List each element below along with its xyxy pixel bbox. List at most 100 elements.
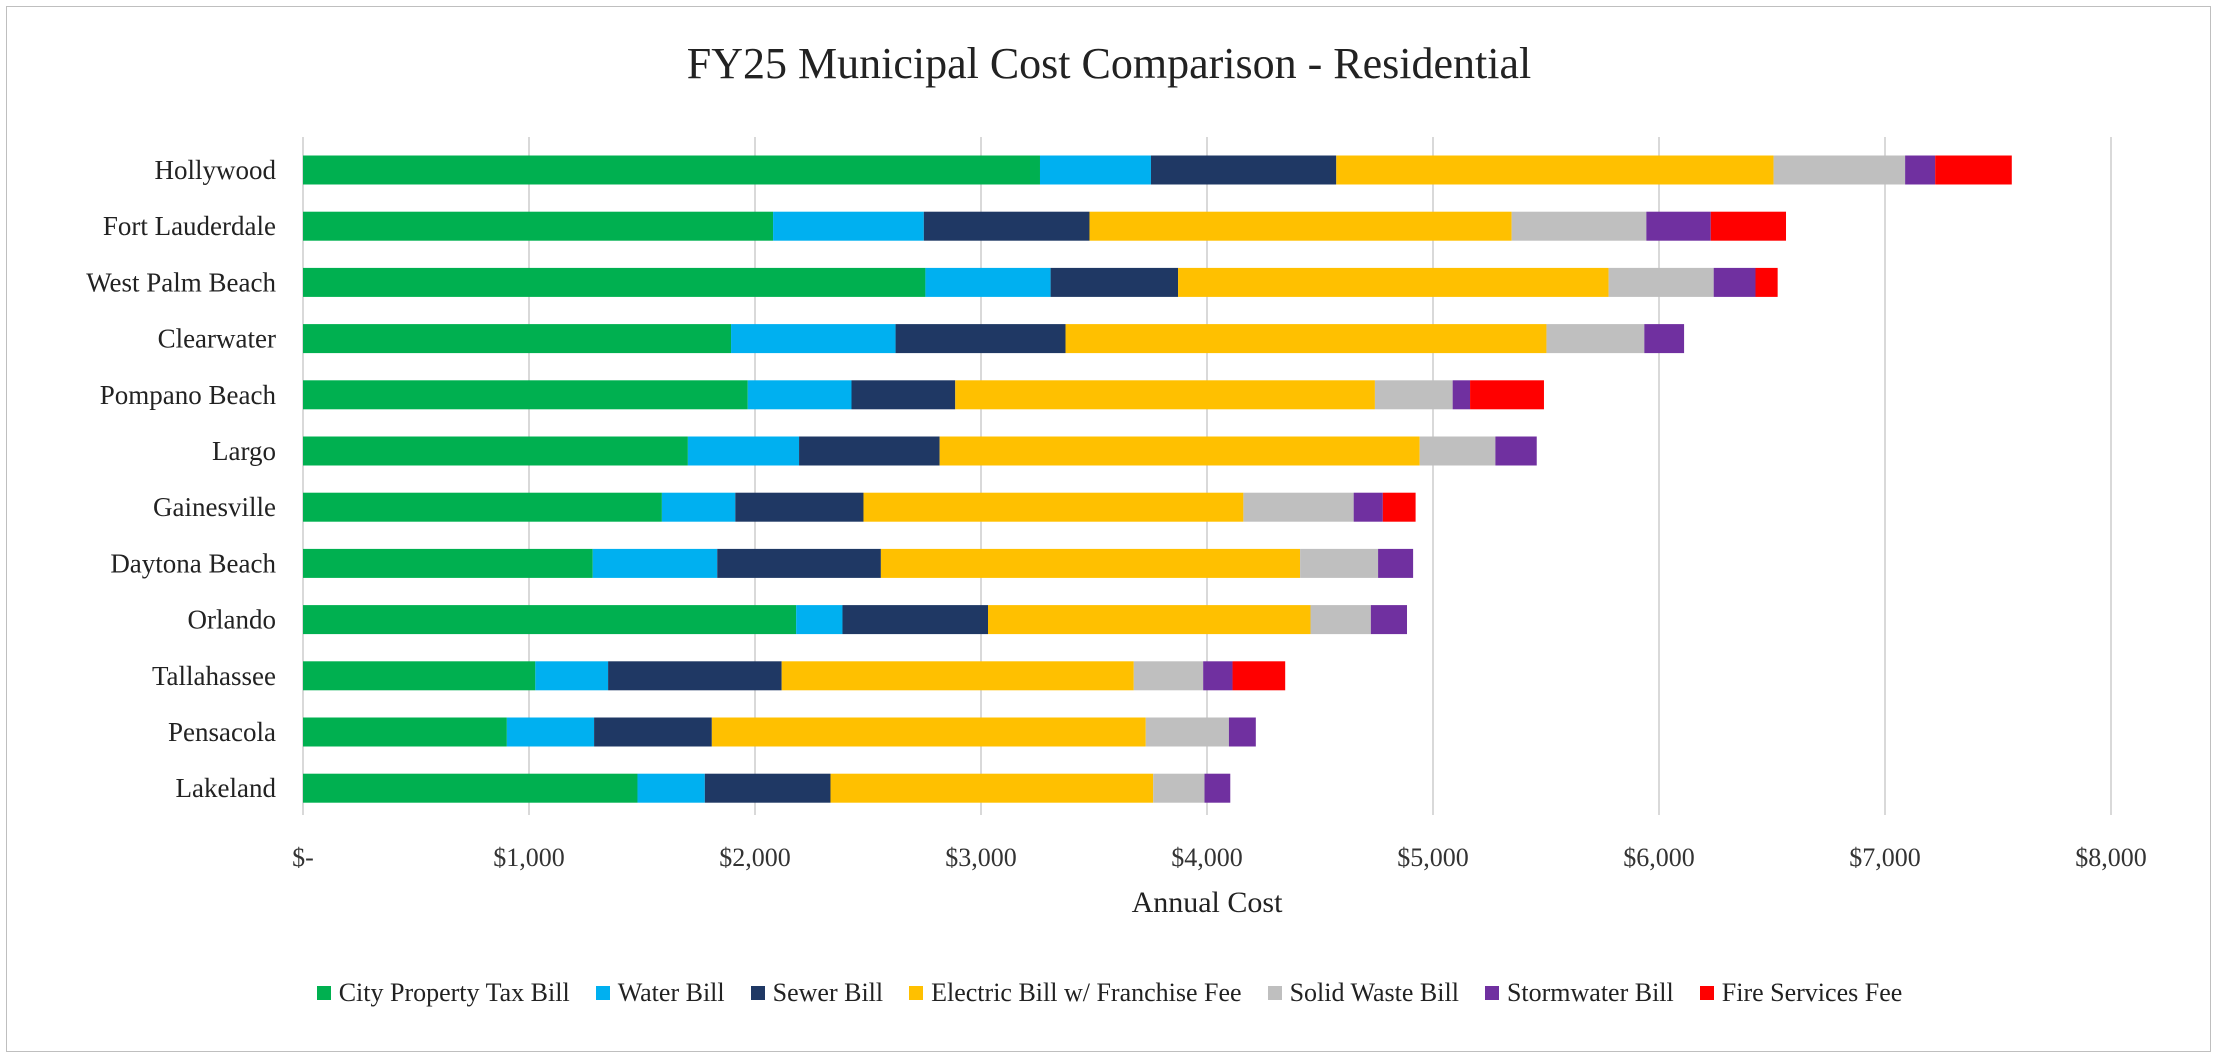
bar-segment-electric-bill-w-franchise-fee — [1065, 324, 1547, 354]
legend-label: City Property Tax Bill — [338, 978, 570, 1007]
bar-segment-sewer-bill — [923, 211, 1090, 241]
legend-item: Sewer Bill — [750, 978, 884, 1008]
bar-segment-water-bill — [506, 717, 595, 747]
bar-segment-city-property-tax-bill — [303, 492, 662, 522]
x-tick-label: $4,000 — [1171, 843, 1243, 872]
bar-segment-city-property-tax-bill — [303, 211, 774, 241]
bar-segment-electric-bill-w-franchise-fee — [781, 661, 1134, 691]
bar-segment-water-bill — [1039, 155, 1151, 185]
bar-segment-stormwater-bill — [1378, 548, 1414, 578]
bar-segment-solid-waste-bill — [1153, 773, 1205, 803]
bar-segment-city-property-tax-bill — [303, 773, 638, 803]
x-tick-label: $7,000 — [1849, 843, 1921, 872]
legend-swatch — [316, 986, 331, 1000]
category-label: Largo — [212, 436, 276, 466]
chart-frame — [6, 6, 2211, 1052]
legend: City Property Tax Bill Water Bill Sewer Bi… — [0, 978, 2219, 1008]
bar-segment-sewer-bill — [1150, 155, 1337, 185]
bar-segment-sewer-bill — [704, 773, 831, 803]
bar-segment-electric-bill-w-franchise-fee — [830, 773, 1154, 803]
legend-swatch — [1484, 986, 1499, 1000]
bar-segment-stormwater-bill — [1646, 211, 1711, 241]
bar-segment-fire-services-fee — [1935, 155, 2012, 185]
bar-segment-stormwater-bill — [1203, 661, 1233, 691]
bar-segment-sewer-bill — [608, 661, 782, 691]
bar-segment-city-property-tax-bill — [303, 155, 1040, 185]
legend-label: Solid Waste Bill — [1289, 978, 1459, 1007]
bar-segment-sewer-bill — [717, 548, 881, 578]
bar-segment-stormwater-bill — [1353, 492, 1383, 522]
legend-item: Fire Services Fee — [1699, 978, 1903, 1008]
category-label: Hollywood — [155, 155, 277, 185]
bar-segment-water-bill — [747, 380, 852, 410]
category-label: Tallahassee — [152, 661, 276, 691]
bar-segment-sewer-bill — [594, 717, 712, 747]
x-axis-title: Annual Cost — [1132, 886, 1284, 919]
bar-segment-solid-waste-bill — [1511, 211, 1647, 241]
bar-segment-solid-waste-bill — [1310, 605, 1371, 635]
bar-segment-water-bill — [796, 605, 843, 635]
category-label: Clearwater — [158, 324, 276, 354]
bar-segment-sewer-bill — [851, 380, 956, 410]
bar-segment-sewer-bill — [799, 436, 940, 466]
bar-segment-solid-waste-bill — [1300, 548, 1379, 578]
legend-swatch — [1699, 986, 1714, 1000]
bar-segment-electric-bill-w-franchise-fee — [939, 436, 1420, 466]
bar-segment-city-property-tax-bill — [303, 661, 536, 691]
bar-segment-solid-waste-bill — [1133, 661, 1204, 691]
x-tick-label: $- — [292, 843, 314, 872]
bar-segment-electric-bill-w-franchise-fee — [880, 548, 1301, 578]
bar-segment-water-bill — [637, 773, 705, 803]
legend-label: Electric Bill w/ Franchise Fee — [931, 978, 1242, 1007]
bar-segment-solid-waste-bill — [1145, 717, 1229, 747]
bar-segment-solid-waste-bill — [1243, 492, 1354, 522]
bar-segment-electric-bill-w-franchise-fee — [1336, 155, 1774, 185]
bar-segment-stormwater-bill — [1495, 436, 1537, 466]
x-tick-label: $6,000 — [1623, 843, 1695, 872]
bar-segment-water-bill — [925, 267, 1051, 297]
bar-segment-water-bill — [592, 548, 718, 578]
legend-swatch — [750, 986, 765, 1000]
x-tick-label: $1,000 — [493, 843, 565, 872]
bar-segment-sewer-bill — [895, 324, 1066, 354]
bar-segment-electric-bill-w-franchise-fee — [955, 380, 1375, 410]
legend-swatch — [1267, 986, 1282, 1000]
bar-segment-city-property-tax-bill — [303, 548, 593, 578]
category-label: Pompano Beach — [100, 380, 277, 410]
bar-segment-electric-bill-w-franchise-fee — [988, 605, 1311, 635]
bar-segment-sewer-bill — [735, 492, 864, 522]
legend-label: Sewer Bill — [772, 978, 884, 1007]
bar-segment-fire-services-fee — [1755, 267, 1778, 297]
legend-label: Fire Services Fee — [1721, 978, 1903, 1007]
bar-segment-city-property-tax-bill — [303, 380, 748, 410]
category-label: Orlando — [188, 605, 276, 635]
x-tick-label: $3,000 — [945, 843, 1017, 872]
legend-item: City Property Tax Bill — [316, 978, 570, 1008]
category-label: Pensacola — [168, 717, 276, 747]
legend-item: Stormwater Bill — [1484, 978, 1674, 1008]
bar-segment-water-bill — [687, 436, 800, 466]
bar-segment-solid-waste-bill — [1773, 155, 1906, 185]
legend-swatch — [909, 986, 924, 1000]
bar-segment-water-bill — [535, 661, 609, 691]
bar-segment-electric-bill-w-franchise-fee — [711, 717, 1146, 747]
bar-segment-stormwater-bill — [1452, 380, 1471, 410]
bar-segment-stormwater-bill — [1204, 773, 1231, 803]
x-tick-label: $8,000 — [2075, 843, 2147, 872]
chart-title: FY25 Municipal Cost Comparison - Residen… — [687, 39, 1532, 88]
bar-segment-fire-services-fee — [1382, 492, 1416, 522]
bar-segment-fire-services-fee — [1232, 661, 1286, 691]
bar-segment-city-property-tax-bill — [303, 267, 926, 297]
bar-segment-city-property-tax-bill — [303, 605, 797, 635]
bar-segment-city-property-tax-bill — [303, 717, 507, 747]
bar-segment-solid-waste-bill — [1608, 267, 1714, 297]
bar-segment-electric-bill-w-franchise-fee — [1089, 211, 1512, 241]
bar-segment-electric-bill-w-franchise-fee — [1178, 267, 1609, 297]
bar-segment-stormwater-bill — [1370, 605, 1408, 635]
bar-segment-sewer-bill — [1050, 267, 1179, 297]
legend-item: Electric Bill w/ Franchise Fee — [909, 978, 1242, 1008]
bar-segment-sewer-bill — [842, 605, 989, 635]
bar-segment-water-bill — [773, 211, 924, 241]
bar-segment-fire-services-fee — [1710, 211, 1787, 241]
x-tick-label: $5,000 — [1397, 843, 1469, 872]
